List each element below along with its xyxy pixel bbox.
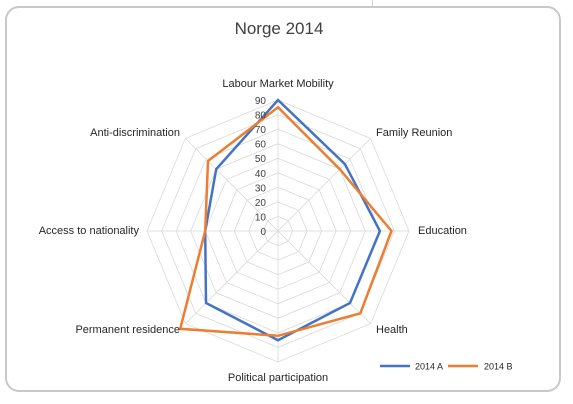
series-line	[178, 105, 393, 338]
axis-category-label: Family Reunion	[376, 127, 452, 139]
axis-category-label: Political participation	[228, 372, 328, 384]
chart-title: Norge 2014	[235, 19, 324, 38]
tick-label: 80	[255, 111, 267, 122]
tick-label: 0	[260, 227, 266, 238]
radar-tick-labels: 0 10 20 30 40 50 60 70 80 90	[255, 96, 267, 238]
top-edge-line	[372, 0, 373, 8]
legend-label: 2014 A	[415, 362, 443, 372]
axis-category-label: Labour Market Mobility	[222, 78, 334, 90]
grid-spoke	[277, 230, 371, 324]
grid-spoke	[277, 138, 371, 232]
tick-label: 70	[255, 125, 267, 136]
tick-label: 10	[255, 212, 267, 223]
radar-grid	[146, 99, 410, 363]
tick-label: 40	[255, 169, 267, 180]
grid-spoke	[185, 138, 279, 232]
series-line	[203, 98, 382, 342]
tick-label: 50	[255, 154, 267, 165]
legend-label: 2014 B	[484, 362, 513, 372]
radar-series	[178, 98, 393, 342]
tick-label: 30	[255, 183, 267, 194]
tick-label: 20	[255, 198, 267, 209]
chart-frame	[5, 6, 561, 392]
axis-category-label: Education	[418, 225, 467, 237]
axis-category-label: Anti-discrimination	[90, 127, 180, 139]
axis-category-label: Health	[376, 324, 408, 336]
axis-category-label: Permanent residence	[75, 324, 180, 336]
radar-axis-labels: Labour Market Mobility Family Reunion Educ…	[39, 78, 467, 384]
axis-category-label: Access to nationality	[39, 225, 140, 237]
tick-label: 90	[255, 96, 267, 107]
grid-spoke	[185, 230, 279, 324]
legend: 2014 A 2014 B	[380, 362, 513, 372]
tick-label: 60	[255, 140, 267, 151]
